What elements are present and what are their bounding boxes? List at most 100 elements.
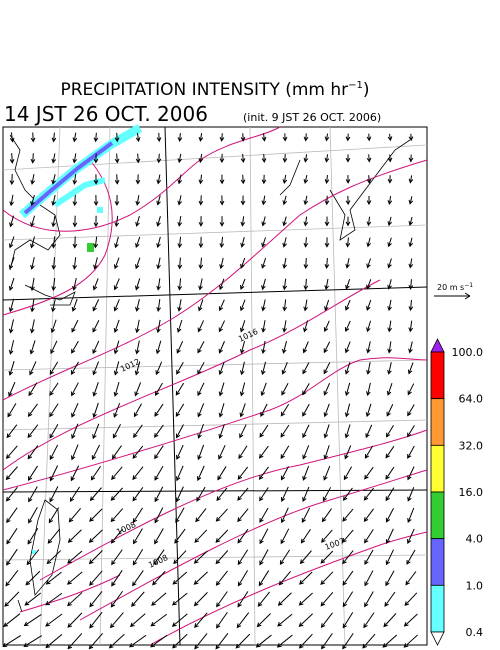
wind-arrow xyxy=(132,487,144,502)
wind-arrow xyxy=(89,570,103,586)
wind-arrow xyxy=(177,153,183,164)
wind-arrow xyxy=(45,634,63,649)
wind-arrow xyxy=(171,613,188,627)
wind-arrow xyxy=(324,278,329,291)
wind-arrow xyxy=(111,466,123,480)
wind-arrow xyxy=(49,382,59,396)
wind-arrow xyxy=(364,466,374,480)
wind-arrow xyxy=(49,444,59,461)
wind-arrow xyxy=(70,361,79,375)
colorbar-label: 100.0 xyxy=(452,346,484,359)
wind-arrow xyxy=(111,549,123,566)
wind-arrow xyxy=(261,237,267,248)
wind-arrow xyxy=(45,592,63,606)
wind-arrow xyxy=(364,445,374,459)
colorbar-label: 0.4 xyxy=(466,626,484,639)
wind-arrow xyxy=(282,257,287,270)
wind-arrow xyxy=(51,194,56,207)
wind-arrow xyxy=(193,571,208,585)
wind-arrow xyxy=(240,153,246,164)
wind-arrow xyxy=(135,215,140,227)
wind-arrow xyxy=(72,194,78,207)
wind-arrow xyxy=(236,612,250,629)
wind-arrow xyxy=(176,361,184,375)
wind-arrow xyxy=(156,153,162,164)
wind-arrow xyxy=(151,592,167,606)
wind-arrow xyxy=(385,446,395,459)
wind-arrow xyxy=(26,549,40,566)
wind-arrow xyxy=(215,550,229,565)
wind-arrow xyxy=(366,175,372,184)
wind-arrow xyxy=(152,570,166,586)
wind-arrow xyxy=(280,404,290,417)
wind-arrow xyxy=(72,132,78,143)
wind-arrow xyxy=(154,403,164,417)
wind-arrow xyxy=(50,340,58,355)
wind-arrow xyxy=(9,173,15,186)
wind-arrow xyxy=(345,133,351,142)
wind-arrow xyxy=(235,633,251,649)
wind-arrow xyxy=(92,423,100,440)
title-text: PRECIPITATION INTENSITY (mm hr xyxy=(60,80,348,100)
wind-arrow xyxy=(240,237,245,248)
wind-arrow xyxy=(46,550,62,565)
valid-time: 14 JST 26 OCT. 2006 xyxy=(4,102,208,126)
wind-arrow xyxy=(407,362,414,375)
wind-arrow xyxy=(93,257,98,270)
wind-arrow xyxy=(342,570,354,586)
wind-arrow xyxy=(8,340,15,355)
wind-arrow xyxy=(281,383,289,396)
wind-arrow xyxy=(176,319,183,333)
wind-arrow xyxy=(385,508,394,523)
wind-arrow xyxy=(321,633,333,650)
wind-arrow xyxy=(218,320,226,333)
wind-arrow xyxy=(261,257,267,269)
wind-arrow xyxy=(407,445,415,459)
wind-arrow xyxy=(154,424,164,438)
init-time: (init. 9 JST 26 OCT. 2006) xyxy=(243,111,381,124)
isobars xyxy=(2,126,428,646)
wind-arrow xyxy=(5,570,19,587)
wind-arrow xyxy=(177,278,183,291)
wind-arrow xyxy=(299,550,312,565)
wind-arrow xyxy=(27,465,38,481)
wind-arrow xyxy=(219,216,225,227)
wind-arrow xyxy=(135,174,141,185)
wind-arrow xyxy=(114,236,119,249)
wind-arrow xyxy=(154,528,164,545)
wind-arrow xyxy=(387,237,392,248)
wind-arrow xyxy=(92,278,99,291)
wind-arrow xyxy=(282,237,287,248)
wind-arrow xyxy=(261,216,266,227)
wind-arrow xyxy=(366,237,371,248)
wind-arrow xyxy=(197,361,205,375)
wind-arrow xyxy=(156,236,161,249)
wind-arrow xyxy=(237,466,249,480)
wind-arrow xyxy=(342,550,354,565)
wind-arrow xyxy=(156,216,161,227)
wind-arrow xyxy=(343,466,353,481)
wind-arrow xyxy=(176,340,184,354)
wind-arrow xyxy=(198,278,203,291)
wind-arrow xyxy=(406,528,415,545)
wind-arrow xyxy=(3,613,21,627)
wind-arrow xyxy=(258,570,270,587)
wind-arrow xyxy=(323,382,331,396)
wind-arrow xyxy=(320,529,333,543)
wind-arrow xyxy=(194,633,208,650)
wind-arrow xyxy=(342,487,353,501)
wind-arrow xyxy=(30,298,35,313)
wind-arrow xyxy=(24,592,42,606)
wind-arrow xyxy=(302,486,310,503)
wind-arrow xyxy=(177,195,182,206)
wind-arrow xyxy=(71,298,78,312)
wind-arrow xyxy=(384,591,396,607)
precip-core xyxy=(23,141,114,215)
wind-arrow xyxy=(345,216,351,227)
wind-arrow xyxy=(237,591,249,608)
wind-arrow xyxy=(89,508,103,522)
wind-arrow xyxy=(134,361,141,376)
wind-arrow xyxy=(240,195,246,206)
wind-arrow xyxy=(177,299,182,312)
